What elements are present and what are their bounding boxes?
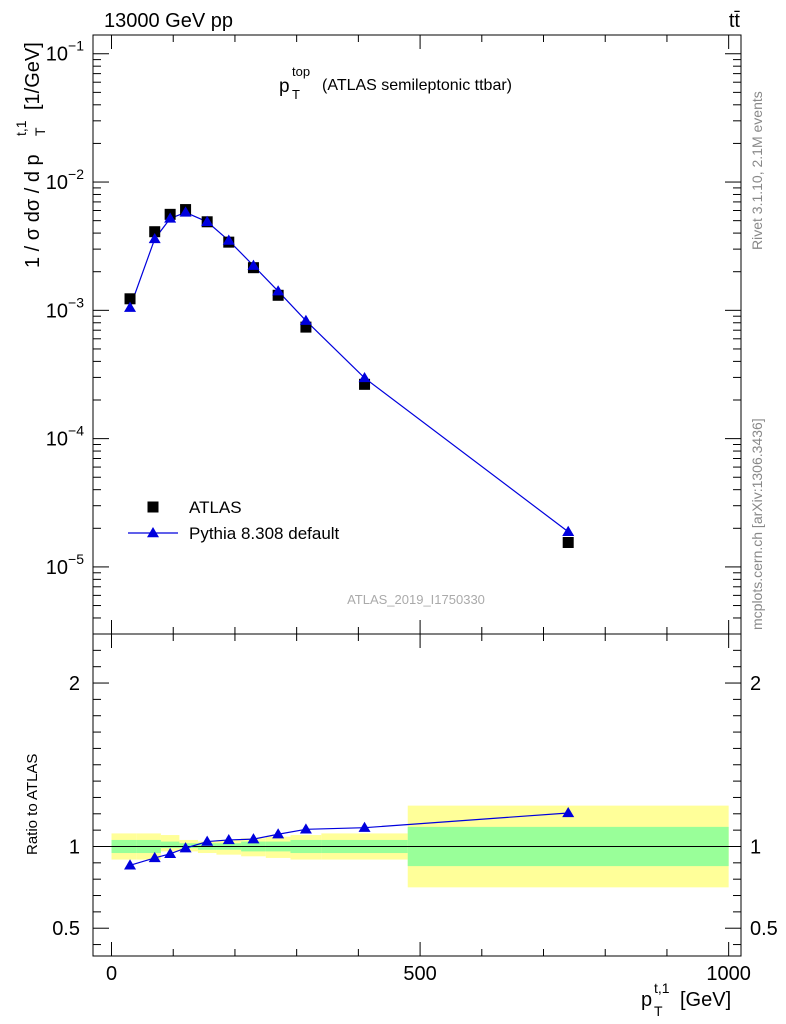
ratio-data-point xyxy=(201,835,214,846)
main-panel: 10−110−210−310−410−5 xyxy=(46,34,742,635)
ratio-data-point xyxy=(299,823,312,834)
legend-atlas-label: ATLAS xyxy=(189,498,242,517)
uncertainty-band-green xyxy=(179,843,198,849)
main-y-tick-label-base: 10 xyxy=(46,429,68,451)
atlas-data-point xyxy=(562,537,574,549)
pythia-data-point xyxy=(562,525,575,536)
atlas-data-point xyxy=(149,226,161,238)
ratio-data-point xyxy=(272,828,285,839)
ratio-y-tick-label-right: 0.5 xyxy=(750,918,778,940)
ratio-data-point xyxy=(124,859,137,870)
legend-pythia-marker xyxy=(147,527,159,538)
x-axis-label-sub: T xyxy=(654,1003,663,1019)
main-title-main: p xyxy=(279,76,290,97)
pythia-data-point xyxy=(179,206,192,217)
main-y-tick-label-exponent: −4 xyxy=(68,423,84,439)
x-tick-label: 1000 xyxy=(706,963,751,985)
ratio-panel: 0 500 1000 0.5 0.5 1 1 2 2 xyxy=(52,633,778,985)
main-y-axis-label: 1 / σ dσ / d p T t,1 [1/GeV] xyxy=(13,42,48,268)
pythia-data-point xyxy=(299,314,312,325)
analysis-id: ATLAS_2019_I1750330 xyxy=(347,592,485,607)
pythia-data-point xyxy=(124,301,137,312)
ratio-y-tick-label-left: 0.5 xyxy=(52,918,80,940)
main-title-sup: top xyxy=(292,64,310,79)
main-y-tick-label-exponent: −3 xyxy=(68,294,84,310)
main-y-tick-label-exponent: −5 xyxy=(68,551,84,567)
main-title-sub: T xyxy=(292,87,300,102)
x-axis-label-main: p xyxy=(641,989,652,1011)
x-axis-label: p T t,1 [GeV] xyxy=(641,980,731,1019)
main-y-axis-label-main: 1 / σ dσ / d p xyxy=(22,154,44,268)
mcplots-label: mcplots.cern.ch [arXiv:1306.3436] xyxy=(749,418,765,630)
energy-label: 13000 GeV pp xyxy=(104,10,233,32)
ratio-data-point xyxy=(358,821,371,832)
main-y-tick-label-base: 10 xyxy=(46,44,68,66)
rivet-label: Rivet 3.1.10, 2.1M events xyxy=(749,91,765,250)
main-frame xyxy=(92,34,742,635)
legend-atlas-marker xyxy=(147,501,159,513)
pythia-data-point xyxy=(148,232,161,244)
main-y-tick-label-base: 10 xyxy=(46,300,68,322)
ratio-y-axis-label: Ratio to ATLAS xyxy=(24,754,41,855)
main-title-rest: (ATLAS semileptonic ttbar) xyxy=(322,77,512,94)
main-y-tick-label: 10−2 xyxy=(46,166,84,194)
ratio-data-point xyxy=(247,833,260,844)
pythia-data-point xyxy=(272,285,285,296)
legend: ATLAS Pythia 8.308 default xyxy=(128,498,340,543)
main-y-axis-label-sup: t,1 xyxy=(13,120,29,136)
ratio-data-point xyxy=(164,847,177,859)
main-title: p top T (ATLAS semileptonic ttbar) xyxy=(279,64,512,102)
main-y-tick-label: 10−4 xyxy=(46,423,84,451)
pythia-line xyxy=(129,211,569,533)
pythia-data-point xyxy=(358,371,371,383)
pythia-data-point xyxy=(164,212,177,223)
x-axis-label-unit: [GeV] xyxy=(680,989,731,1011)
legend-pythia-label: Pythia 8.308 default xyxy=(189,524,340,543)
atlas-data-point xyxy=(359,378,371,390)
main-y-tick-label: 10−3 xyxy=(46,294,84,322)
ratio-data-point xyxy=(562,806,575,818)
atlas-data-point xyxy=(300,321,312,333)
ratio-data-point xyxy=(222,833,235,845)
main-y-axis-label-sub: T xyxy=(32,127,48,136)
main-y-tick-label-exponent: −1 xyxy=(68,38,84,54)
ratio-data-point xyxy=(179,842,192,853)
atlas-data-point xyxy=(124,293,136,305)
ratio-y-tick-label-left: 2 xyxy=(69,673,80,695)
main-y-tick-label: 10−5 xyxy=(46,551,84,579)
ratio-frame xyxy=(92,633,742,957)
uncertainty-band-green xyxy=(160,841,180,849)
x-axis-label-sup: t,1 xyxy=(654,980,670,996)
main-y-tick-label: 10−1 xyxy=(46,38,84,66)
pythia-data-point xyxy=(201,215,214,226)
main-y-tick-label-base: 10 xyxy=(46,557,68,579)
ratio-data-point xyxy=(148,851,161,863)
x-tick-label: 500 xyxy=(403,963,436,985)
main-y-tick-label-base: 10 xyxy=(46,172,68,194)
process-label: tt̄ xyxy=(729,10,741,32)
ratio-y-tick-label-right: 2 xyxy=(750,673,761,695)
main-y-axis-label-unit: [1/GeV] xyxy=(22,42,44,110)
svg-text:1 / σ dσ / d p: 1 / σ dσ / d p xyxy=(22,154,44,268)
svg-text:p: p xyxy=(279,76,290,97)
pythia-data-point xyxy=(247,259,260,270)
ratio-y-tick-label-right: 1 xyxy=(750,836,761,858)
x-tick-label: 0 xyxy=(106,963,117,985)
main-y-tick-label-exponent: −2 xyxy=(68,166,84,182)
pythia-data-point xyxy=(222,234,235,245)
ratio-y-tick-label-left: 1 xyxy=(69,836,80,858)
